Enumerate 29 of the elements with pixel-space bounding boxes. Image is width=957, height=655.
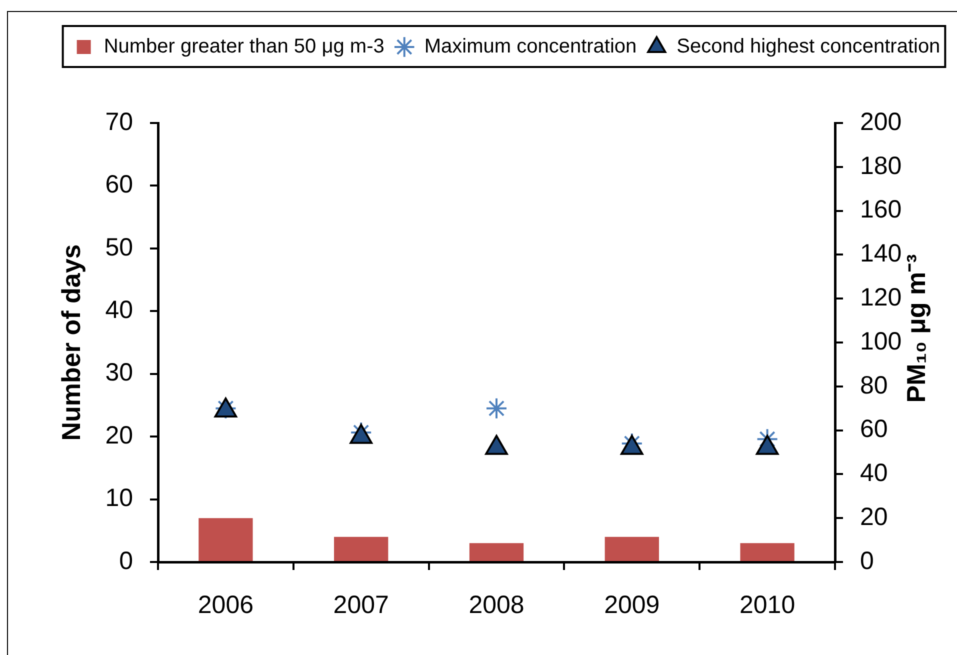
y-tick-label: 60 <box>105 170 133 199</box>
x-tick-label: 2008 <box>468 590 524 619</box>
x-tick-label: 2006 <box>198 590 254 619</box>
y2-tick-label: 120 <box>860 283 902 312</box>
y2-axis-title: PM₁₀ μg m⁻³ <box>901 254 932 403</box>
legend-label: Maximum concentration <box>424 36 637 58</box>
y-tick-label: 0 <box>119 546 133 575</box>
y-tick-label: 10 <box>105 484 133 512</box>
y-tick-label: 40 <box>105 296 133 324</box>
y2-tick-label: 80 <box>860 371 888 400</box>
y2-tick-label: 20 <box>860 502 888 531</box>
y2-tick-label: 200 <box>860 108 902 136</box>
x-tick-label: 2010 <box>739 590 796 619</box>
y2-tick-label: 40 <box>860 459 888 488</box>
y2-tick-label: 0 <box>860 546 874 575</box>
y-tick-label: 20 <box>105 421 133 450</box>
y-axis-title: Number of days <box>56 244 86 441</box>
y2-tick-label: 180 <box>860 152 902 180</box>
y-tick-label: 70 <box>105 108 133 136</box>
x-tick-label: 2009 <box>604 590 660 619</box>
y2-tick-label: 60 <box>860 415 888 444</box>
y2-tick-label: 140 <box>860 240 902 268</box>
legend-label: Number greater than 50 μg m-3 <box>104 36 384 58</box>
y-tick-label: 50 <box>105 233 133 262</box>
legend-label: Second highest concentration <box>676 36 940 58</box>
y2-tick-label: 100 <box>860 327 902 356</box>
x-tick-label: 2007 <box>333 590 389 619</box>
y-tick-label: 30 <box>105 358 133 387</box>
y2-tick-label: 160 <box>860 196 902 224</box>
